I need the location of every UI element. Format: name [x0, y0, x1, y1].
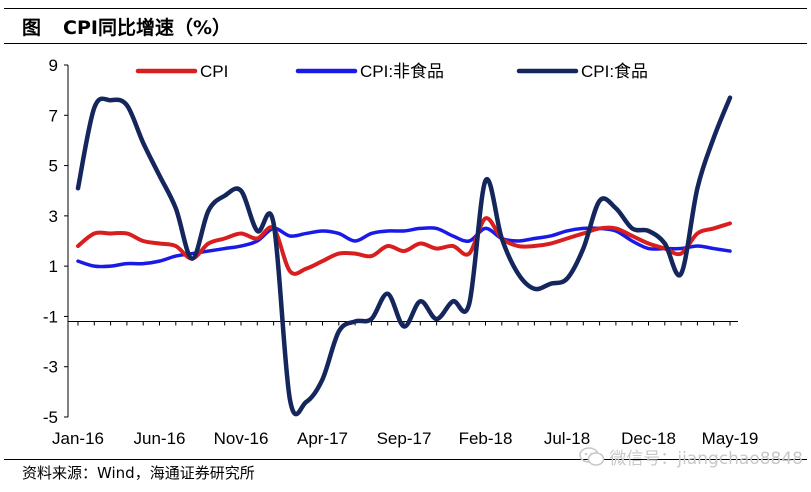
y-tick-label: -1 — [43, 307, 58, 326]
x-tick-label: May-19 — [702, 429, 759, 448]
y-tick-label: 5 — [49, 157, 58, 176]
y-tick-label: 7 — [49, 106, 58, 125]
legend-label-2: CPI:食品 — [581, 62, 648, 81]
x-tick-label: Feb-18 — [459, 429, 513, 448]
y-tick-label: -5 — [43, 408, 58, 427]
source-note: 资料来源：Wind，海通证券研究所 — [22, 464, 255, 482]
x-tick-label: Jun-16 — [134, 429, 186, 448]
x-tick-label: Apr-17 — [297, 429, 348, 448]
axes: 9 7 5 3 1 -1 -3 -5 Jan-16 Jun-16 Nov-16 Apr-17 Sep-1… — [43, 56, 758, 448]
series-line-2 — [75, 95, 733, 417]
bottom-rule — [4, 459, 807, 460]
watermark: 微信号：jiangchao8848 — [579, 444, 803, 469]
figure-label: 图 — [22, 16, 42, 39]
top-rule — [4, 8, 807, 9]
figure-title-block: 图 CPI同比增速（%） — [22, 12, 231, 40]
y-tick-label: 9 — [49, 56, 58, 75]
y-tick-label: 3 — [49, 207, 58, 226]
legend-label-0: CPI — [200, 62, 228, 81]
title-rule — [4, 43, 807, 44]
series-layer — [75, 95, 733, 417]
x-tick-label: Nov-16 — [214, 429, 269, 448]
wechat-icon — [579, 446, 605, 466]
x-tick-label: Dec-18 — [621, 429, 676, 448]
x-tick-label: Jan-16 — [52, 429, 104, 448]
series-line-0 — [76, 216, 732, 276]
x-tick-label: Sep-17 — [377, 429, 432, 448]
legend-label-1: CPI:非食品 — [360, 62, 444, 81]
legend: CPI CPI:非食品 CPI:食品 — [135, 62, 648, 81]
x-tick-label: Jul-18 — [544, 429, 590, 448]
watermark-text: 微信号：jiangchao8848 — [609, 449, 803, 469]
y-tick-label: -3 — [43, 358, 58, 377]
cpi-line-chart: 9 7 5 3 1 -1 -3 -5 Jan-16 Jun-16 Nov-16 Apr-17 Sep-1… — [43, 56, 758, 448]
y-tick-label: 1 — [49, 257, 58, 276]
chart-title: CPI同比增速（%） — [63, 16, 231, 39]
